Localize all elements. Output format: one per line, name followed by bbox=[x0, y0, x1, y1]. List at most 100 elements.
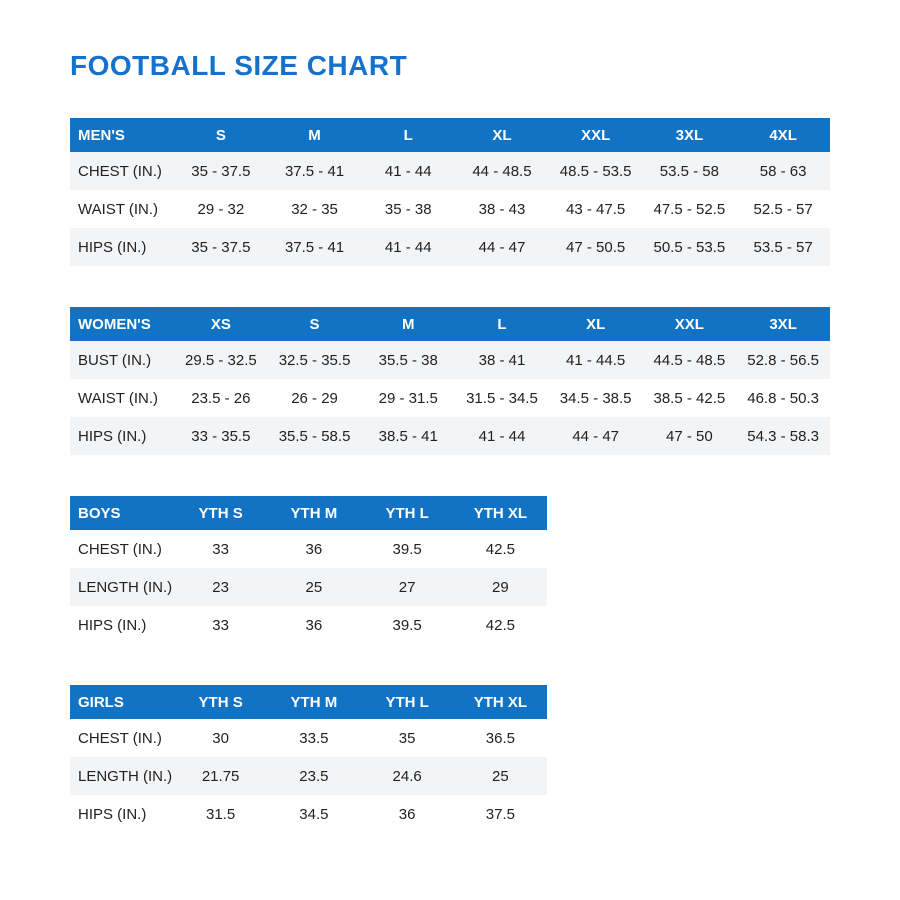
measurement-value: 50.5 - 53.5 bbox=[642, 228, 737, 266]
measurement-value: 41 - 44.5 bbox=[548, 341, 643, 379]
measurement-value: 37.5 - 41 bbox=[267, 152, 362, 190]
measurement-value: 32.5 - 35.5 bbox=[267, 341, 362, 379]
measurement-value: 54.3 - 58.3 bbox=[736, 417, 830, 455]
measurement-value: 31.5 - 34.5 bbox=[455, 379, 549, 417]
measurement-value: 33 bbox=[174, 530, 268, 568]
size-table-mens: MEN'S S M L XL XXL 3XL 4XL CHEST (IN.) 35 - 37.5 3… bbox=[70, 118, 830, 266]
measurement-value: 24.6 bbox=[360, 757, 454, 795]
measurement-value: 23 bbox=[174, 568, 268, 606]
measurement-value: 48.5 - 53.5 bbox=[548, 152, 643, 190]
measurement-value: 47.5 - 52.5 bbox=[642, 190, 737, 228]
size-column-header: XL bbox=[548, 307, 643, 341]
measurement-value: 44 - 48.5 bbox=[455, 152, 549, 190]
size-column-header: XXL bbox=[642, 307, 737, 341]
measurement-value: 44.5 - 48.5 bbox=[642, 341, 737, 379]
measurement-value: 44 - 47 bbox=[455, 228, 549, 266]
measurement-value: 25 bbox=[453, 757, 547, 795]
measurement-row-label: WAIST (IN.) bbox=[70, 379, 174, 417]
size-column-header: YTH M bbox=[267, 496, 361, 530]
size-header-row: GIRLS YTH S YTH M YTH L YTH XL bbox=[70, 685, 547, 719]
measurement-value: 36.5 bbox=[453, 719, 547, 757]
measurement-value: 52.8 - 56.5 bbox=[736, 341, 830, 379]
size-column-header: M bbox=[361, 307, 456, 341]
size-column-header: YTH L bbox=[360, 685, 454, 719]
measurement-row-label: BUST (IN.) bbox=[70, 341, 174, 379]
table-title-womens: WOMEN'S bbox=[70, 307, 174, 341]
measurement-value: 58 - 63 bbox=[736, 152, 830, 190]
measurement-value: 29 - 31.5 bbox=[361, 379, 456, 417]
measurement-value: 33.5 bbox=[267, 719, 361, 757]
measurement-value: 38 - 41 bbox=[455, 341, 549, 379]
measurement-row-label: HIPS (IN.) bbox=[70, 606, 174, 644]
measurement-value: 34.5 bbox=[267, 795, 361, 833]
measurement-value: 31.5 bbox=[174, 795, 268, 833]
measurement-value: 36 bbox=[360, 795, 454, 833]
measurement-value: 33 bbox=[174, 606, 268, 644]
measurement-value: 37.5 bbox=[453, 795, 547, 833]
size-table-girls: GIRLS YTH S YTH M YTH L YTH XL CHEST (IN.) 30 3… bbox=[70, 685, 547, 833]
size-column-header: 3XL bbox=[642, 118, 737, 152]
measurement-value: 41 - 44 bbox=[455, 417, 549, 455]
measurement-row-label: HIPS (IN.) bbox=[70, 795, 174, 833]
size-column-header: XS bbox=[174, 307, 268, 341]
measurement-row: WAIST (IN.) 29 - 32 32 - 35 35 - 38 38 - 43 4… bbox=[70, 190, 830, 228]
size-column-header: YTH M bbox=[267, 685, 361, 719]
measurement-value: 52.5 - 57 bbox=[736, 190, 830, 228]
measurement-row: CHEST (IN.) 35 - 37.5 37.5 - 41 41 - 44 44 -… bbox=[70, 152, 830, 190]
measurement-value: 36 bbox=[267, 606, 361, 644]
page-title: FOOTBALL SIZE CHART bbox=[70, 50, 408, 81]
measurement-value: 44 - 47 bbox=[548, 417, 643, 455]
measurement-row-label: LENGTH (IN.) bbox=[70, 757, 174, 795]
size-column-header: YTH XL bbox=[453, 685, 547, 719]
measurement-value: 35 bbox=[360, 719, 454, 757]
measurement-value: 42.5 bbox=[453, 530, 547, 568]
measurement-value: 29.5 - 32.5 bbox=[174, 341, 268, 379]
size-column-header: XXL bbox=[548, 118, 643, 152]
size-column-header: S bbox=[267, 307, 362, 341]
size-column-header: L bbox=[455, 307, 549, 341]
measurement-value: 42.5 bbox=[453, 606, 547, 644]
measurement-value: 39.5 bbox=[360, 530, 454, 568]
table-title-boys: BOYS bbox=[70, 496, 174, 530]
size-header-row: WOMEN'S XS S M L XL XXL 3XL bbox=[70, 307, 830, 341]
measurement-value: 23.5 - 26 bbox=[174, 379, 268, 417]
size-column-header: XL bbox=[455, 118, 549, 152]
measurement-value: 38.5 - 41 bbox=[361, 417, 456, 455]
table-title-girls: GIRLS bbox=[70, 685, 174, 719]
measurement-value: 43 - 47.5 bbox=[548, 190, 643, 228]
size-header-row: BOYS YTH S YTH M YTH L YTH XL bbox=[70, 496, 547, 530]
measurement-value: 36 bbox=[267, 530, 361, 568]
measurement-value: 53.5 - 58 bbox=[642, 152, 737, 190]
measurement-row: WAIST (IN.) 23.5 - 26 26 - 29 29 - 31.5 31.5… bbox=[70, 379, 830, 417]
measurement-row-label: CHEST (IN.) bbox=[70, 152, 174, 190]
measurement-value: 47 - 50.5 bbox=[548, 228, 643, 266]
measurement-value: 23.5 bbox=[267, 757, 361, 795]
measurement-value: 38.5 - 42.5 bbox=[642, 379, 737, 417]
measurement-row-label: WAIST (IN.) bbox=[70, 190, 174, 228]
measurement-row: BUST (IN.) 29.5 - 32.5 32.5 - 35.5 35.5 - 3… bbox=[70, 341, 830, 379]
measurement-value: 21.75 bbox=[174, 757, 268, 795]
measurement-row: HIPS (IN.) 35 - 37.5 37.5 - 41 41 - 44 44 - … bbox=[70, 228, 830, 266]
size-column-header: YTH S bbox=[174, 685, 268, 719]
measurement-value: 53.5 - 57 bbox=[736, 228, 830, 266]
measurement-value: 41 - 44 bbox=[361, 152, 456, 190]
measurement-row: CHEST (IN.) 33 36 39.5 42.5 bbox=[70, 530, 547, 568]
size-header-row: MEN'S S M L XL XXL 3XL 4XL bbox=[70, 118, 830, 152]
measurement-row-label: LENGTH (IN.) bbox=[70, 568, 174, 606]
size-table-boys: BOYS YTH S YTH M YTH L YTH XL CHEST (IN.) 33 36… bbox=[70, 496, 547, 644]
measurement-value: 39.5 bbox=[360, 606, 454, 644]
size-table-womens: WOMEN'S XS S M L XL XXL 3XL BUST (IN.) 29.5 - 32.… bbox=[70, 307, 830, 455]
measurement-value: 35 - 38 bbox=[361, 190, 456, 228]
measurement-row: LENGTH (IN.) 21.75 23.5 24.6 25 bbox=[70, 757, 547, 795]
measurement-value: 35 - 37.5 bbox=[174, 228, 268, 266]
size-column-header: L bbox=[361, 118, 456, 152]
measurement-row-label: CHEST (IN.) bbox=[70, 719, 174, 757]
measurement-value: 26 - 29 bbox=[267, 379, 362, 417]
measurement-value: 29 - 32 bbox=[174, 190, 268, 228]
measurement-row: LENGTH (IN.) 23 25 27 29 bbox=[70, 568, 547, 606]
measurement-row-label: HIPS (IN.) bbox=[70, 228, 174, 266]
measurement-value: 29 bbox=[453, 568, 547, 606]
measurement-value: 47 - 50 bbox=[642, 417, 737, 455]
measurement-value: 35.5 - 58.5 bbox=[267, 417, 362, 455]
measurement-value: 46.8 - 50.3 bbox=[736, 379, 830, 417]
